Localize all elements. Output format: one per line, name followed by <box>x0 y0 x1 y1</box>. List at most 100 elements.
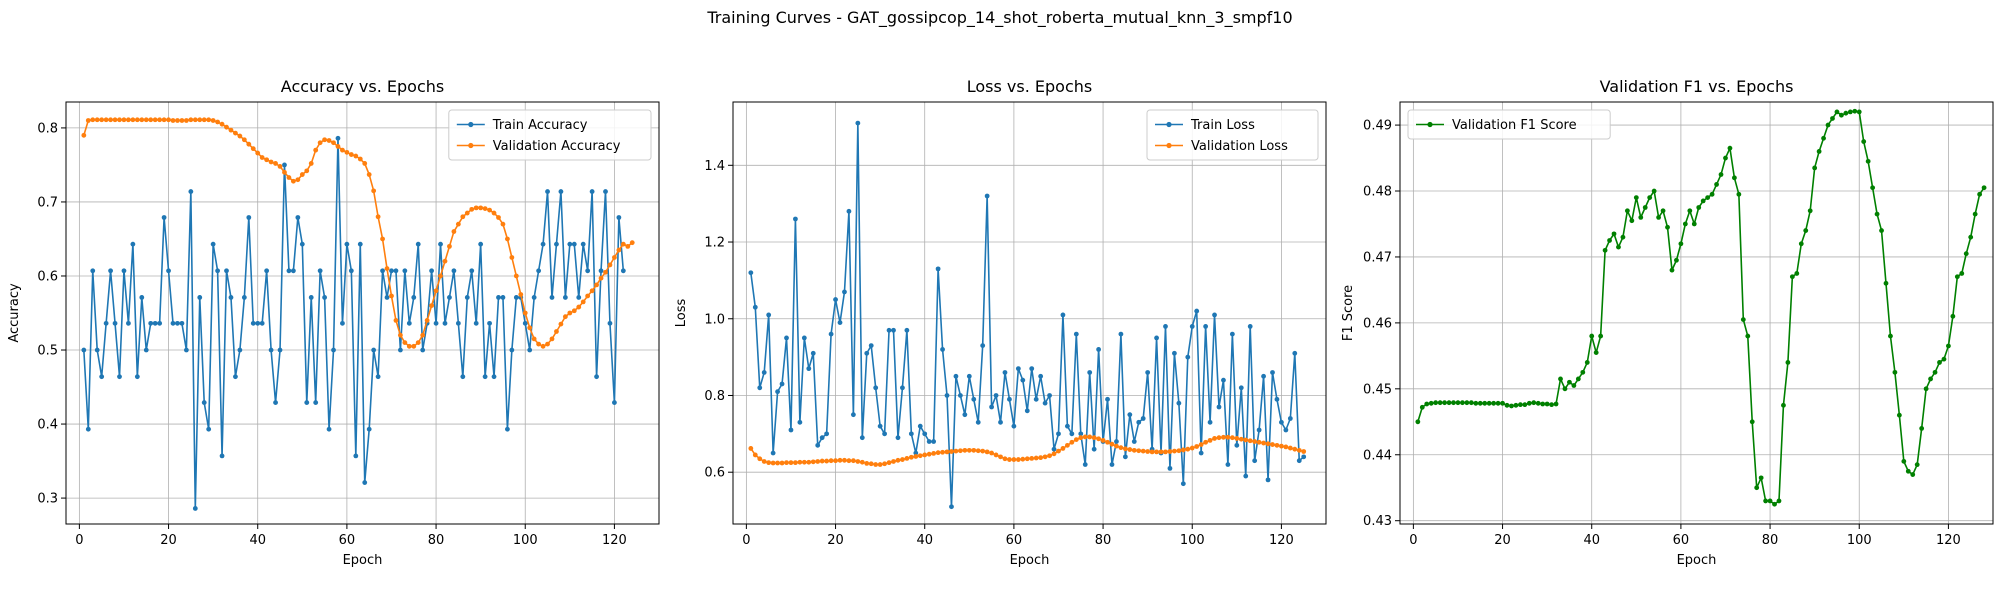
data-point <box>828 458 834 464</box>
data-point <box>589 288 595 294</box>
data-point <box>415 241 421 247</box>
data-point <box>913 450 919 456</box>
x-axis-label: Epoch <box>1677 553 1717 568</box>
data-point <box>455 320 461 326</box>
data-point <box>837 320 843 325</box>
data-point <box>1981 185 1987 191</box>
data-point <box>228 127 234 133</box>
data-point <box>1136 419 1142 425</box>
data-point <box>1247 324 1253 329</box>
data-point <box>761 459 767 464</box>
data-point <box>1096 436 1102 442</box>
data-point <box>1718 172 1724 177</box>
y-axis-label: Loss <box>674 299 689 328</box>
data-point <box>864 460 870 466</box>
data-point <box>1011 457 1017 462</box>
legend-box <box>448 109 652 161</box>
data-point <box>1620 234 1626 240</box>
data-point <box>1167 449 1173 454</box>
data-point <box>580 299 586 305</box>
y-tick-label: 0.8 <box>37 121 58 136</box>
data-point <box>598 275 604 281</box>
data-point <box>1491 400 1497 406</box>
data-point <box>357 156 363 162</box>
x-tick-label: 40 <box>249 533 266 548</box>
data-point <box>806 459 812 465</box>
data-point <box>1428 400 1434 406</box>
data-point <box>1914 462 1920 468</box>
data-point <box>1252 439 1258 444</box>
data-point <box>1455 400 1461 406</box>
data-point <box>589 189 595 194</box>
data-point <box>828 331 834 337</box>
data-point <box>161 117 167 123</box>
data-point <box>824 458 830 464</box>
data-point <box>197 295 203 300</box>
data-point <box>757 456 763 462</box>
data-point <box>348 152 354 157</box>
data-point <box>1923 386 1929 392</box>
data-point <box>1060 312 1066 318</box>
data-point <box>1473 400 1479 406</box>
data-point <box>1154 335 1159 341</box>
data-point <box>984 193 990 199</box>
data-point <box>362 480 368 485</box>
data-point <box>308 295 314 300</box>
accuracy-panel: 0 20 40 60 80 100 120 0.3 0.4 0.5 0.6 0.7 0.8 Accurac… <box>7 77 660 568</box>
data-point <box>442 258 448 264</box>
data-point <box>1096 347 1102 352</box>
data-point <box>224 268 229 274</box>
data-point <box>1270 442 1275 447</box>
data-point <box>126 117 131 123</box>
data-point <box>922 431 928 437</box>
data-point <box>567 241 573 247</box>
series-line-0 <box>83 137 625 510</box>
data-point <box>815 459 821 464</box>
data-point <box>348 268 354 274</box>
data-point <box>1073 331 1079 337</box>
data-point <box>1234 442 1240 448</box>
data-point <box>1082 462 1088 467</box>
data-point <box>1279 419 1284 425</box>
data-point <box>1109 441 1115 447</box>
data-point <box>886 327 892 333</box>
data-point <box>313 400 319 405</box>
data-point <box>953 448 959 454</box>
data-point <box>505 236 510 242</box>
data-point <box>554 329 559 334</box>
data-point <box>121 268 127 274</box>
y-tick-label: 0.5 <box>37 344 58 359</box>
data-point <box>926 451 932 457</box>
data-point <box>496 295 501 300</box>
data-point <box>882 431 887 437</box>
data-point <box>1424 401 1430 407</box>
data-point <box>913 454 919 459</box>
data-point <box>389 293 394 299</box>
data-point <box>748 446 754 451</box>
data-point <box>1091 435 1097 441</box>
data-point <box>1261 440 1266 446</box>
data-point <box>616 247 622 253</box>
data-point <box>317 140 323 146</box>
legend-marker <box>1427 121 1433 128</box>
data-point <box>1020 456 1026 462</box>
data-point <box>1176 448 1182 454</box>
data-point <box>940 449 945 455</box>
data-point <box>922 452 928 458</box>
data-point <box>806 366 812 372</box>
data-point <box>344 241 350 247</box>
data-point <box>134 374 140 380</box>
data-point <box>268 347 274 353</box>
data-point <box>625 243 631 249</box>
data-point <box>1033 396 1039 402</box>
data-point <box>99 374 105 380</box>
data-point <box>1301 454 1307 460</box>
data-point <box>487 207 492 213</box>
data-point <box>775 389 780 395</box>
data-point <box>1007 396 1012 402</box>
data-point <box>1714 182 1719 187</box>
data-point <box>801 335 807 341</box>
data-point <box>460 374 466 380</box>
data-point <box>944 393 950 398</box>
data-point <box>1723 155 1728 161</box>
